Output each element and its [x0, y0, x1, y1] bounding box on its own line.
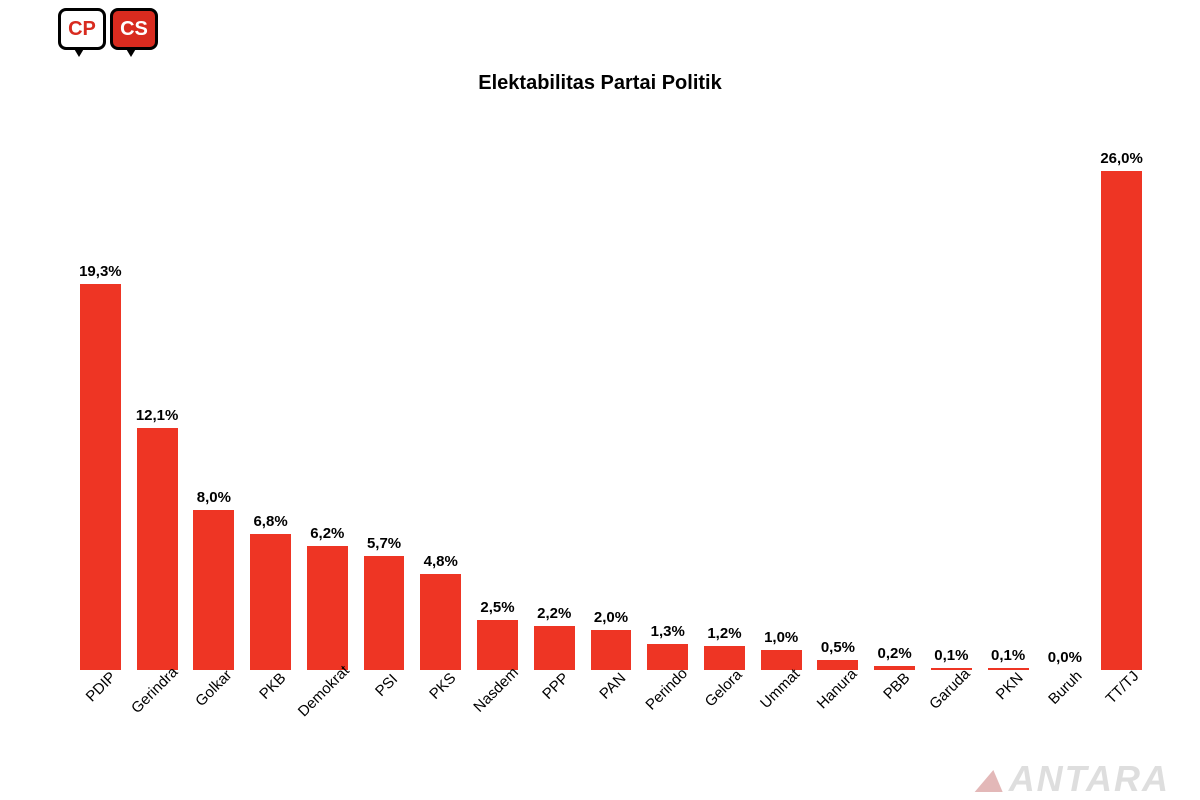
bar-col: 6,8%: [242, 150, 299, 670]
bar-value-label: 2,0%: [594, 609, 628, 626]
x-label-col: Gelora: [696, 670, 753, 740]
x-label-col: PAN: [583, 670, 640, 740]
bar-value-label: 8,0%: [197, 489, 231, 506]
x-axis-label: PSI: [372, 671, 401, 700]
x-axis-label: Demokrat: [295, 662, 353, 720]
x-label-col: TT/TJ: [1093, 670, 1150, 740]
chart-title: Elektabilitas Partai Politik: [0, 72, 1200, 95]
x-label-col: PKS: [412, 670, 469, 740]
x-axis-label: PKN: [993, 669, 1027, 703]
bar-chart: 19,3% 12,1% 8,0% 6,8% 6,2% 5,7% 4,8% 2,5% 2,2% 2,…: [72, 150, 1150, 670]
bar-rect: [761, 650, 802, 670]
bar-col: 8,0%: [185, 150, 242, 670]
bar-value-label: 0,5%: [821, 639, 855, 656]
x-axis-label: PDIP: [83, 669, 120, 706]
watermark-text: ANTARA: [1009, 758, 1170, 799]
bar-col: 0,1%: [980, 150, 1037, 670]
bar-value-label: 6,8%: [253, 513, 287, 530]
x-axis-label: PPP: [539, 670, 572, 703]
bar-col: 2,2%: [526, 150, 583, 670]
bar-value-label: 1,0%: [764, 629, 798, 646]
bar-col: 5,7%: [356, 150, 413, 670]
x-axis-label: Garuda: [927, 665, 974, 712]
x-axis-label: Gelora: [702, 666, 746, 710]
x-axis-label: Golkar: [192, 667, 235, 710]
bar-col: 0,2%: [866, 150, 923, 670]
x-label-col: Hanura: [810, 670, 867, 740]
bar-rect: [420, 574, 461, 670]
bar-col: 26,0%: [1093, 150, 1150, 670]
x-label-col: PPP: [526, 670, 583, 740]
bar-rect: [193, 510, 234, 670]
bar-rect: [250, 534, 291, 670]
brand-logo: CP CS: [58, 8, 158, 50]
bar-value-label: 5,7%: [367, 535, 401, 552]
logo-cp: CP: [58, 8, 106, 50]
x-label-col: Ummat: [753, 670, 810, 740]
bar-col: 19,3%: [72, 150, 129, 670]
x-label-col: Nasdem: [469, 670, 526, 740]
bar-col: 1,0%: [753, 150, 810, 670]
bar-col: 1,3%: [639, 150, 696, 670]
bar-rect: [534, 626, 575, 670]
bar-rect: [704, 646, 745, 670]
bar-value-label: 4,8%: [424, 553, 458, 570]
bar-value-label: 0,0%: [1048, 649, 1082, 666]
bar-value-label: 19,3%: [79, 263, 122, 280]
x-axis-label: Buruh: [1045, 668, 1085, 708]
bar-rect: [477, 620, 518, 670]
x-label-col: Garuda: [923, 670, 980, 740]
x-label-col: PKB: [242, 670, 299, 740]
bar-value-label: 6,2%: [310, 525, 344, 542]
x-label-col: PBB: [866, 670, 923, 740]
bar-col: 12,1%: [129, 150, 186, 670]
x-axis-label: Gerindra: [128, 664, 181, 717]
bar-col: 2,0%: [583, 150, 640, 670]
logo-cs: CS: [110, 8, 158, 50]
bar-col: 2,5%: [469, 150, 526, 670]
bar-rect: [80, 284, 121, 670]
bar-value-label: 0,1%: [934, 647, 968, 664]
x-axis-label: PKS: [426, 670, 459, 703]
bar-col: 1,2%: [696, 150, 753, 670]
watermark: ANTARA: [977, 758, 1170, 800]
x-label-col: Buruh: [1036, 670, 1093, 740]
bar-rect: [364, 556, 405, 670]
x-axis-label: TT/TJ: [1102, 668, 1142, 708]
x-label-col: PDIP: [72, 670, 129, 740]
bar-col: 4,8%: [412, 150, 469, 670]
bar-value-label: 1,2%: [707, 625, 741, 642]
bar-rect: [1101, 171, 1142, 670]
bar-col: 0,5%: [810, 150, 867, 670]
bar-value-label: 0,2%: [878, 645, 912, 662]
bar-col: 0,0%: [1036, 150, 1093, 670]
bar-value-label: 2,2%: [537, 605, 571, 622]
x-axis-label: Perindo: [642, 665, 691, 714]
bar-value-label: 1,3%: [651, 623, 685, 640]
bar-rect: [591, 630, 632, 670]
bar-col: 6,2%: [299, 150, 356, 670]
bar-col: 0,1%: [923, 150, 980, 670]
bar-rect: [137, 428, 178, 670]
x-label-col: Demokrat: [299, 670, 356, 740]
x-axis-label: PBB: [880, 670, 913, 703]
bar-value-label: 26,0%: [1100, 150, 1143, 167]
x-label-col: Gerindra: [129, 670, 186, 740]
x-axis-label: PAN: [596, 670, 629, 703]
watermark-triangle-icon: [974, 770, 1007, 792]
x-label-col: Perindo: [639, 670, 696, 740]
x-label-col: PSI: [356, 670, 413, 740]
x-axis-label: Ummat: [757, 666, 803, 712]
bar-value-label: 0,1%: [991, 647, 1025, 664]
x-axis-label: PKB: [256, 670, 289, 703]
bar-value-label: 12,1%: [136, 407, 179, 424]
bar-rect: [307, 546, 348, 670]
x-label-col: Golkar: [185, 670, 242, 740]
x-label-col: PKN: [980, 670, 1037, 740]
bar-rect: [647, 644, 688, 670]
bar-value-label: 2,5%: [480, 599, 514, 616]
x-axis-labels: PDIPGerindraGolkar PKB Demokrat PSI PKS Nasde…: [72, 670, 1150, 740]
x-axis-label: Hanura: [814, 666, 861, 713]
x-axis-label: Nasdem: [470, 664, 522, 716]
